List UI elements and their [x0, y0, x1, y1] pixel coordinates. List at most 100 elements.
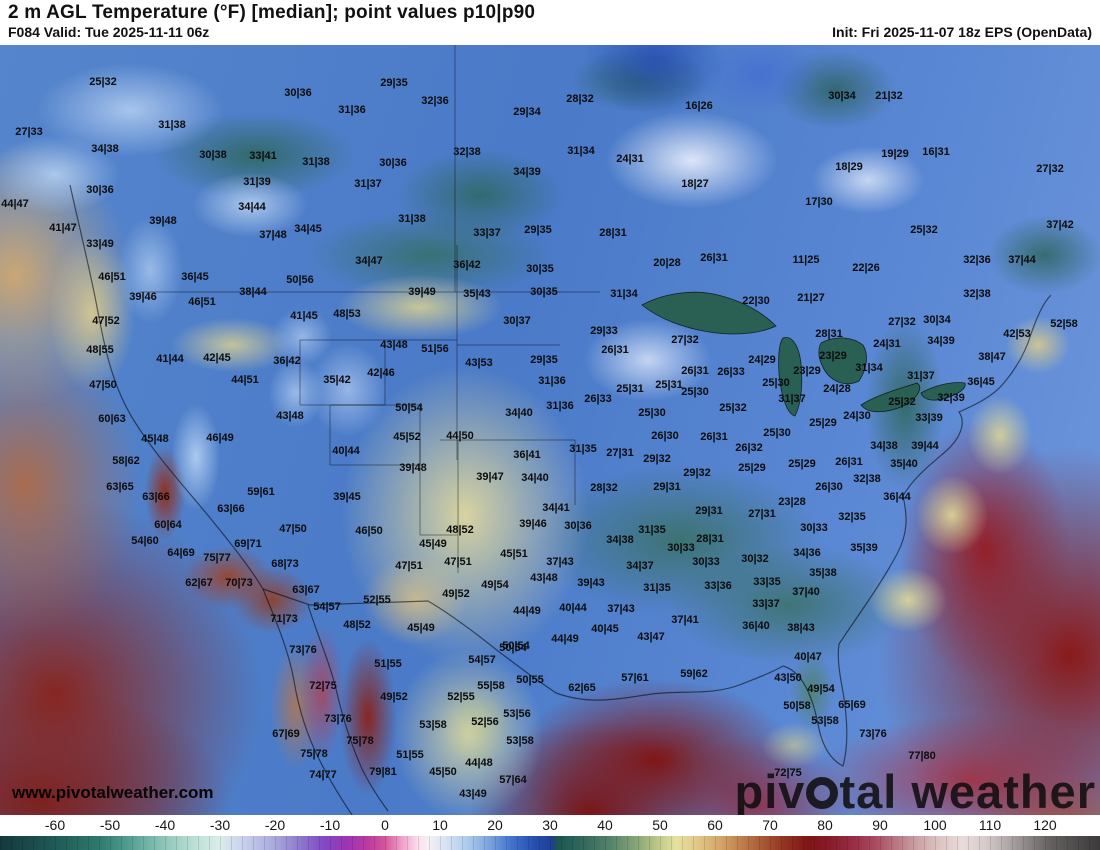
point-value: 72|75 [774, 767, 802, 779]
point-value: 37|40 [792, 586, 820, 598]
point-value: 50|54 [499, 642, 527, 654]
point-value: 37|41 [671, 614, 699, 626]
point-value: 54|57 [313, 601, 341, 613]
point-value: 48|55 [86, 344, 114, 356]
point-value: 53|56 [503, 708, 531, 720]
colorbar-tick: 60 [707, 817, 723, 833]
point-value: 29|35 [524, 224, 552, 236]
point-value: 39|47 [476, 471, 504, 483]
pivotal-weather-logo: piv tal weather [735, 764, 1096, 815]
point-value: 16|26 [685, 100, 713, 112]
point-value: 65|69 [838, 699, 866, 711]
point-value: 43|49 [459, 788, 487, 800]
logo-text-left: piv [734, 765, 806, 815]
point-value: 44|50 [446, 430, 474, 442]
point-value: 24|29 [748, 354, 776, 366]
point-value: 48|53 [333, 308, 361, 320]
point-value: 39|46 [129, 291, 157, 303]
point-value: 39|49 [408, 286, 436, 298]
point-value: 46|50 [355, 525, 383, 537]
point-value: 47|52 [92, 315, 120, 327]
point-value: 31|38 [398, 213, 426, 225]
point-value: 44|49 [551, 633, 579, 645]
point-value: 35|38 [809, 567, 837, 579]
point-value: 30|38 [199, 149, 227, 161]
point-value: 51|55 [374, 658, 402, 670]
point-value: 45|52 [393, 431, 421, 443]
point-value: 25|32 [888, 396, 916, 408]
point-value: 73|76 [324, 713, 352, 725]
point-value: 63|67 [292, 584, 320, 596]
point-value: 34|40 [505, 407, 533, 419]
point-value: 34|45 [294, 223, 322, 235]
point-value: 27|31 [748, 508, 776, 520]
point-value: 34|41 [542, 502, 570, 514]
point-value: 46|49 [206, 432, 234, 444]
point-value: 34|39 [927, 335, 955, 347]
point-value: 60|64 [154, 519, 182, 531]
point-value: 47|50 [279, 523, 307, 535]
colorbar-tick: 30 [542, 817, 558, 833]
point-value: 38|44 [239, 286, 267, 298]
point-value: 59|62 [680, 668, 708, 680]
point-value: 29|33 [590, 325, 618, 337]
colorbar-tick: 50 [652, 817, 668, 833]
point-value: 43|48 [380, 339, 408, 351]
point-value: 42|45 [203, 352, 231, 364]
point-value: 52|56 [471, 716, 499, 728]
point-value: 54|60 [131, 535, 159, 547]
point-value: 25|31 [616, 383, 644, 395]
point-value: 33|37 [752, 598, 780, 610]
point-value: 29|31 [695, 505, 723, 517]
point-value: 36|40 [742, 620, 770, 632]
point-value: 36|42 [273, 355, 301, 367]
point-value: 71|73 [270, 613, 298, 625]
point-value: 25|31 [655, 379, 683, 391]
point-value: 62|65 [568, 682, 596, 694]
point-value: 29|32 [683, 467, 711, 479]
website-watermark: www.pivotalweather.com [12, 783, 214, 802]
point-value: 26|30 [815, 481, 843, 493]
point-value: 39|44 [911, 440, 939, 452]
point-value: 31|38 [158, 119, 186, 131]
point-value: 70|73 [225, 577, 253, 589]
point-value: 34|37 [626, 560, 654, 572]
point-value: 45|51 [500, 548, 528, 560]
point-value: 43|48 [276, 410, 304, 422]
point-value: 33|49 [86, 238, 114, 250]
logo-text-right: tal weather [839, 765, 1096, 815]
colorbar-tick-labels: -60 -50 -40 -30 -20 -10 0 10 20 30 40 50 60 70 80 90 100… [0, 815, 1100, 836]
coastlines [69, 184, 1052, 815]
point-value: 27|31 [606, 447, 634, 459]
point-value: 31|34 [855, 362, 883, 374]
point-value: 45|49 [407, 622, 435, 634]
point-value: 25|32 [719, 402, 747, 414]
point-value: 42|46 [367, 367, 395, 379]
great-lakes [641, 291, 966, 417]
point-value: 32|38 [963, 288, 991, 300]
point-value: 11|25 [792, 254, 820, 266]
point-value: 75|78 [346, 735, 374, 747]
point-value: 26|31 [681, 365, 709, 377]
point-value: 36|44 [883, 491, 911, 503]
point-value: 23|28 [778, 496, 806, 508]
point-value: 20|28 [653, 257, 681, 269]
point-value: 49|52 [380, 691, 408, 703]
map-header: 2 m AGL Temperature (°F) [median]; point… [0, 0, 1100, 45]
point-value: 44|49 [513, 605, 541, 617]
point-value: 25|30 [762, 377, 790, 389]
colorbar-tick: -40 [154, 817, 176, 833]
point-value: 50|54 [395, 402, 423, 414]
point-value: 27|32 [888, 316, 916, 328]
point-value: 75|78 [300, 748, 328, 760]
colorbar-tick: -10 [319, 817, 341, 833]
colorbar-tick: -20 [264, 817, 286, 833]
point-value: 30|34 [923, 314, 951, 326]
point-value: 36|45 [181, 271, 209, 283]
point-value: 36|42 [453, 259, 481, 271]
point-value: 24|31 [873, 338, 901, 350]
point-value: 63|65 [106, 481, 134, 493]
point-value: 30|33 [692, 556, 720, 568]
point-value: 49|54 [481, 579, 509, 591]
point-value: 44|47 [1, 198, 29, 210]
